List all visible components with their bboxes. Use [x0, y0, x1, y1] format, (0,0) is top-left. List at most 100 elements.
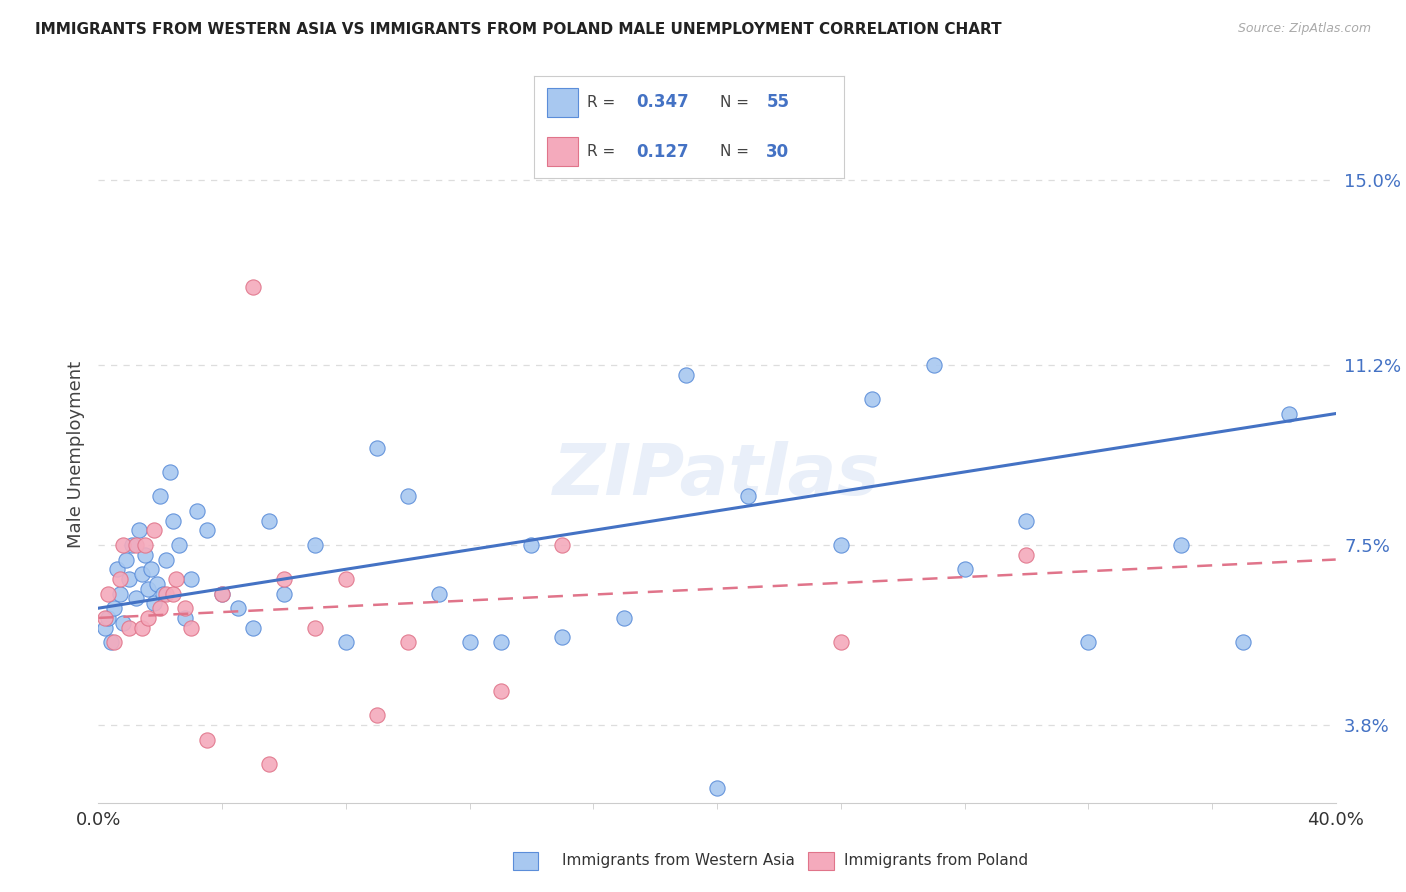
- Point: [124, 591, 146, 606]
- Point: [139, 562, 162, 576]
- Point: [1232, 635, 1254, 649]
- Point: [489, 635, 512, 649]
- Point: [146, 577, 169, 591]
- Point: [396, 635, 419, 649]
- Point: [174, 601, 197, 615]
- Point: [105, 562, 128, 576]
- Point: [211, 586, 233, 600]
- Point: [162, 586, 184, 600]
- Point: [830, 538, 852, 552]
- Point: [195, 732, 218, 747]
- Point: [124, 538, 146, 552]
- Point: [180, 572, 202, 586]
- Point: [335, 635, 357, 649]
- Text: ZIPatlas: ZIPatlas: [554, 442, 880, 510]
- Point: [830, 635, 852, 649]
- Point: [195, 524, 218, 538]
- Point: [1015, 514, 1038, 528]
- Bar: [547, 88, 578, 117]
- Point: [273, 572, 295, 586]
- Point: [242, 280, 264, 294]
- Text: N =: N =: [720, 95, 749, 110]
- Point: [1015, 548, 1038, 562]
- Bar: [547, 137, 578, 166]
- Point: [143, 596, 166, 610]
- Point: [97, 586, 120, 600]
- Point: [489, 684, 512, 698]
- Point: [100, 635, 122, 649]
- Point: [335, 572, 357, 586]
- Text: N =: N =: [720, 145, 749, 160]
- Point: [131, 567, 153, 582]
- Point: [159, 465, 181, 479]
- Point: [1077, 635, 1099, 649]
- Point: [226, 601, 249, 615]
- Point: [103, 635, 125, 649]
- Point: [155, 586, 177, 600]
- Point: [93, 611, 115, 625]
- Text: R =: R =: [586, 145, 614, 160]
- Point: [149, 489, 172, 503]
- Point: [134, 548, 156, 562]
- Point: [93, 621, 115, 635]
- Point: [134, 538, 156, 552]
- Text: 0.127: 0.127: [637, 143, 689, 161]
- Text: R =: R =: [586, 95, 614, 110]
- Point: [136, 611, 159, 625]
- Text: Immigrants from Poland: Immigrants from Poland: [844, 854, 1028, 868]
- Point: [118, 572, 141, 586]
- Point: [131, 621, 153, 635]
- Point: [257, 756, 280, 771]
- Point: [273, 586, 295, 600]
- Text: Immigrants from Western Asia: Immigrants from Western Asia: [562, 854, 796, 868]
- Point: [174, 611, 197, 625]
- Point: [165, 572, 187, 586]
- Point: [458, 635, 481, 649]
- Point: [186, 504, 208, 518]
- Point: [1170, 538, 1192, 552]
- Point: [155, 552, 177, 566]
- Point: [551, 631, 574, 645]
- Point: [396, 489, 419, 503]
- Point: [427, 586, 450, 600]
- Point: [108, 586, 131, 600]
- Point: [366, 441, 388, 455]
- Point: [121, 538, 143, 552]
- Point: [112, 538, 135, 552]
- Point: [118, 621, 141, 635]
- Point: [520, 538, 543, 552]
- Point: [706, 781, 728, 796]
- Point: [257, 514, 280, 528]
- Text: Source: ZipAtlas.com: Source: ZipAtlas.com: [1237, 22, 1371, 36]
- Point: [128, 524, 150, 538]
- Point: [115, 552, 138, 566]
- Point: [167, 538, 190, 552]
- Text: 0.347: 0.347: [637, 94, 689, 112]
- Point: [551, 538, 574, 552]
- Point: [136, 582, 159, 596]
- Text: 55: 55: [766, 94, 789, 112]
- Point: [180, 621, 202, 635]
- Point: [922, 358, 945, 372]
- Y-axis label: Male Unemployment: Male Unemployment: [66, 361, 84, 549]
- Point: [97, 611, 120, 625]
- Point: [211, 586, 233, 600]
- Point: [304, 538, 326, 552]
- Point: [103, 601, 125, 615]
- Text: IMMIGRANTS FROM WESTERN ASIA VS IMMIGRANTS FROM POLAND MALE UNEMPLOYMENT CORRELA: IMMIGRANTS FROM WESTERN ASIA VS IMMIGRAN…: [35, 22, 1001, 37]
- Point: [112, 615, 135, 630]
- Point: [366, 708, 388, 723]
- Point: [675, 368, 697, 382]
- Point: [860, 392, 883, 406]
- Point: [149, 601, 172, 615]
- Point: [242, 621, 264, 635]
- Text: 30: 30: [766, 143, 789, 161]
- Point: [162, 514, 184, 528]
- Point: [108, 572, 131, 586]
- Point: [737, 489, 759, 503]
- Point: [1278, 407, 1301, 421]
- Point: [304, 621, 326, 635]
- Point: [613, 611, 636, 625]
- Point: [143, 524, 166, 538]
- Point: [953, 562, 976, 576]
